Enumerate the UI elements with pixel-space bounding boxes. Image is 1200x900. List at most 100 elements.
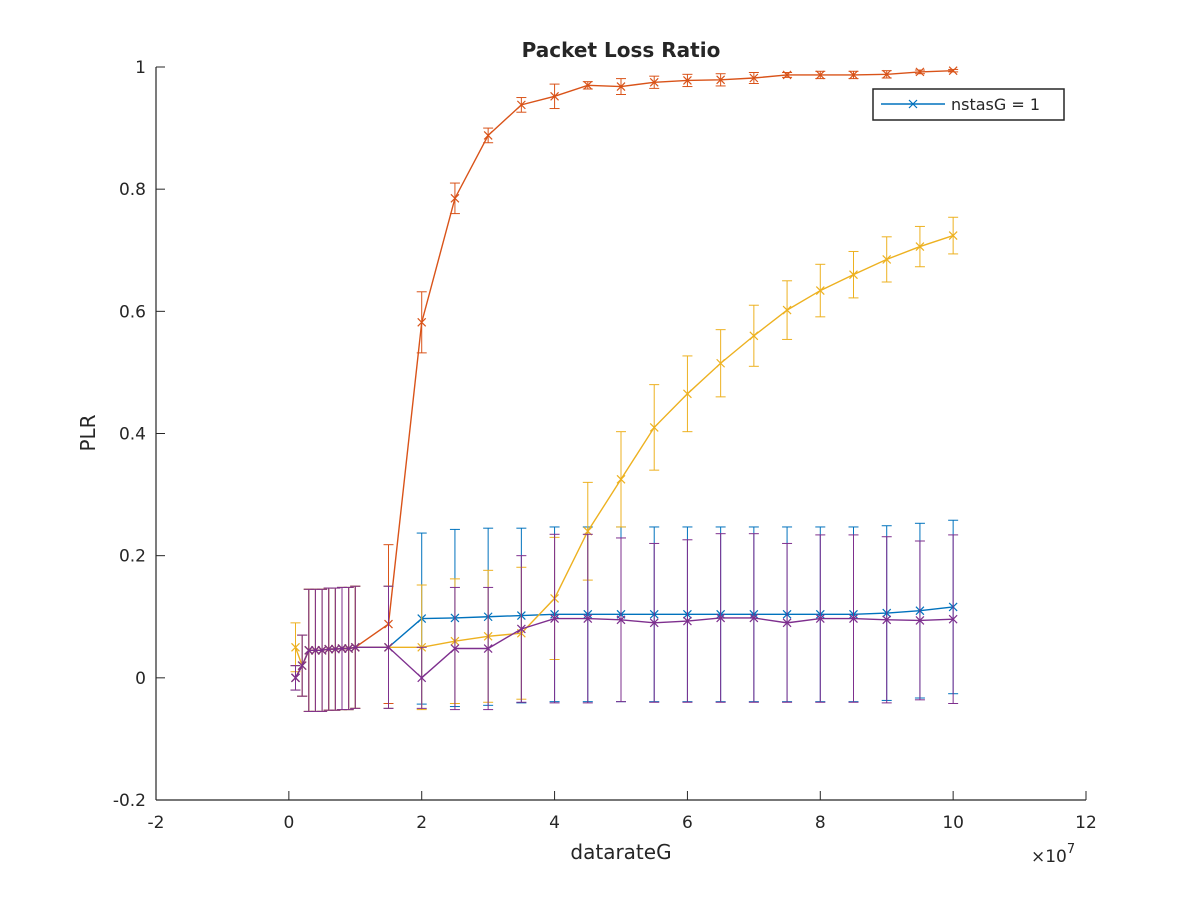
marker-stroke [882,615,892,625]
y-tick-label: 0.6 [119,302,146,322]
data-point [417,673,427,683]
marker-stroke [849,70,858,80]
marker-stroke [716,358,726,368]
marker-stroke [583,80,593,90]
marker-stroke [417,317,427,327]
data-point [749,73,759,83]
marker-stroke [583,614,593,624]
marker-stroke [749,73,759,83]
marker-stroke [948,66,958,76]
data-point [550,614,559,624]
legend: nstasG = 1 [872,88,1065,121]
marker-stroke [649,618,659,628]
chart-title: Packet Loss Ratio [522,38,721,62]
x-tick-label: 12 [1075,813,1097,833]
marker-stroke [782,70,792,80]
series-4-error-bars [290,533,959,712]
marker-stroke [915,615,925,625]
data-point [337,644,347,653]
data-point [815,286,825,295]
data-point [304,645,314,655]
legend-marker-stroke [908,99,918,109]
data-point [749,613,759,623]
data-point [915,615,925,625]
marker-stroke [649,422,659,432]
x-tick-label: 6 [682,813,693,833]
marker-stroke [330,644,340,654]
data-point [683,616,692,626]
marker-stroke [683,389,692,399]
marker-stroke [297,661,307,671]
marker-stroke [683,616,692,626]
axes: -2 0 2 4 6 8 10 12 -0.2 0 0.2 0.4 0.6 0.8 1 [113,58,1097,833]
marker-stroke [716,75,726,85]
data-point [948,614,958,624]
marker-stroke [849,614,858,624]
data-point [616,82,626,91]
data-point [782,305,792,315]
data-point [291,642,300,652]
marker-stroke [948,614,958,624]
data-point [749,331,759,341]
data-point [450,644,460,653]
y-tick-label: 0.2 [119,547,146,567]
series-4-line [294,617,954,679]
marker-stroke [516,624,526,634]
data-point [583,80,593,90]
marker-stroke [915,242,925,252]
data-point [324,644,334,654]
data-point [849,270,858,280]
data-point [483,644,493,653]
data-point [683,389,692,399]
x-exponent-base: ×10 [1031,847,1067,867]
x-tick-label: 0 [283,813,294,833]
data-point [616,474,626,484]
series-group [290,66,959,712]
data-point [583,614,593,624]
marker-stroke [948,231,958,241]
marker-stroke [450,193,460,203]
marker-stroke [311,645,320,655]
data-point [782,618,792,628]
marker-stroke [483,130,493,140]
data-point [649,618,659,628]
data-point [291,673,300,683]
marker-stroke [550,614,559,624]
marker-stroke [417,673,427,683]
marker-stroke [815,70,825,80]
data-point [616,615,626,625]
y-tick-label: 1 [135,58,146,78]
marker-stroke [317,645,327,655]
marker-stroke [337,644,347,653]
data-point [450,193,460,203]
marker-stroke [815,286,825,295]
data-point [649,77,659,87]
x-tick-label: -2 [148,813,165,833]
series-4 [290,533,959,712]
x-exponent-power: 7 [1067,842,1075,857]
marker-stroke [384,642,393,652]
marker-stroke [716,613,726,623]
y-tick-label: 0.4 [119,425,146,445]
data-point [882,69,892,79]
marker-stroke [516,100,526,110]
marker-stroke [616,82,626,91]
data-point [649,422,659,432]
data-point [849,614,858,624]
data-point [849,70,858,80]
data-point [915,67,925,77]
data-point [782,70,792,80]
marker-stroke [849,270,858,280]
marker-stroke [782,305,792,315]
data-point [297,661,307,671]
data-point [550,91,559,101]
legend-marker [908,99,918,109]
x-axis-exponent: ×107 [1031,842,1075,867]
x-tick-label: 4 [549,813,560,833]
data-point [716,358,726,368]
legend-entry: nstasG = 1 [951,95,1040,114]
marker-stroke [749,613,759,623]
data-point [882,254,892,264]
data-point [350,642,360,652]
